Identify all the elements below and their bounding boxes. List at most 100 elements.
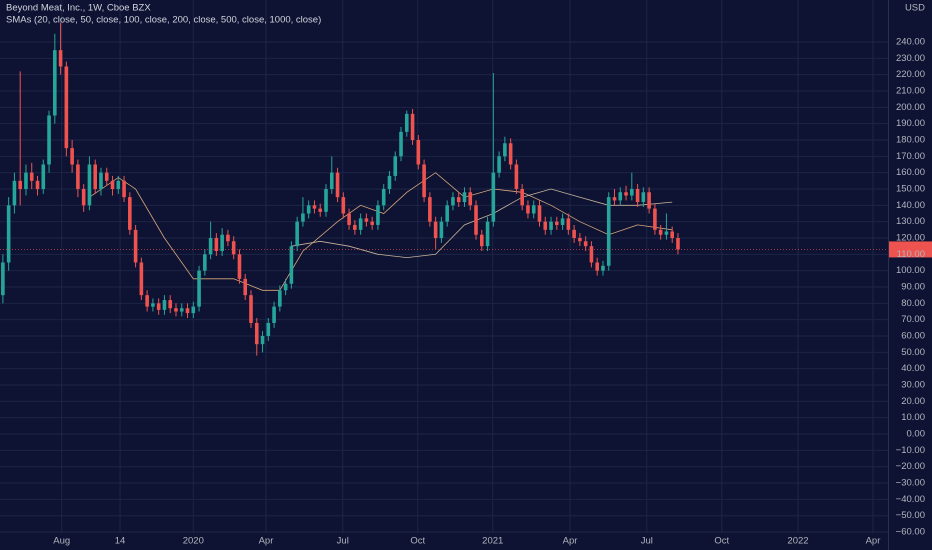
candle-body: [266, 322, 271, 337]
candle-body: [6, 205, 11, 263]
sma-line: [89, 172, 673, 291]
y-tick-label: −50.00: [896, 510, 925, 521]
candle-body: [583, 241, 588, 247]
y-tick-label: 70.00: [901, 314, 925, 325]
candle-body: [549, 221, 553, 230]
x-tick-label: Apr: [563, 536, 578, 547]
candle-body: [168, 300, 173, 309]
candle-body: [376, 205, 380, 225]
candle-body: [399, 131, 403, 157]
y-tick-label: 220.00: [896, 69, 925, 80]
candle-body: [87, 164, 92, 206]
candle-body: [191, 306, 196, 314]
candle-body: [203, 254, 207, 271]
y-tick-label: 140.00: [896, 200, 925, 211]
candle-body: [214, 238, 219, 252]
candle-body: [497, 156, 501, 173]
candle-body: [185, 308, 190, 314]
candle-body: [393, 156, 398, 176]
candle-body: [514, 164, 519, 189]
x-tick-label: Oct: [410, 536, 425, 547]
candle-body: [353, 224, 357, 230]
candle-body: [589, 246, 594, 263]
candle-body: [647, 192, 651, 209]
x-tick-label: Apr: [866, 536, 881, 547]
candle-body: [439, 221, 444, 239]
candle-body: [128, 197, 132, 230]
candle-body: [47, 115, 51, 165]
x-tick-label: 14: [115, 536, 126, 547]
y-tick-label: 130.00: [896, 216, 925, 227]
candle-body: [324, 188, 328, 212]
candle-body: [451, 197, 455, 206]
y-tick-label: 20.00: [901, 396, 925, 407]
candle-body: [381, 188, 386, 206]
candle-body: [318, 208, 323, 212]
x-tick-label: Jul: [337, 536, 349, 547]
y-tick-label: 120.00: [896, 233, 925, 244]
candle-body: [110, 180, 115, 189]
candle-body: [1, 262, 5, 296]
candle-body: [18, 180, 22, 189]
candle-body: [278, 290, 282, 307]
candle-body: [428, 197, 432, 222]
candle-body: [474, 205, 478, 235]
candle-body: [370, 221, 374, 225]
candle-body: [179, 308, 184, 312]
candle-body: [197, 270, 201, 307]
candle-body: [81, 188, 86, 206]
y-tick-label: 190.00: [896, 118, 925, 129]
candle-body: [618, 192, 623, 201]
y-tick-label: −10.00: [896, 445, 925, 456]
y-tick-label: 110.00: [897, 249, 925, 260]
candle-body: [70, 148, 74, 165]
candle-body: [243, 278, 248, 296]
candle-body: [116, 180, 121, 189]
candle-body: [462, 192, 467, 203]
candle-body: [485, 221, 490, 247]
candle-body: [658, 229, 663, 235]
y-tick-label: 50.00: [901, 347, 925, 358]
candle-body: [237, 254, 242, 279]
y-tick-label: −60.00: [896, 527, 925, 538]
candle-body: [24, 172, 28, 189]
candle-body: [543, 221, 548, 230]
candle-body: [630, 188, 634, 196]
candle-body: [329, 172, 334, 189]
candle-body: [341, 197, 346, 214]
candle-body: [520, 188, 524, 206]
y-tick-label: −40.00: [896, 494, 925, 505]
candle-body: [612, 197, 617, 201]
candle-body: [174, 308, 178, 312]
candle-body: [208, 238, 213, 255]
candle-body: [526, 205, 530, 214]
chart-title: Beyond Meat, Inc., 1W, Cboe BZX: [6, 3, 151, 14]
candle-body: [491, 172, 496, 222]
y-tick-label: 180.00: [896, 135, 925, 146]
candle-body: [508, 143, 513, 165]
candle-body: [226, 234, 230, 242]
sma-line: [291, 188, 673, 259]
candle-body: [445, 205, 449, 222]
candle-body: [641, 192, 646, 203]
y-tick-label: 0.00: [907, 429, 926, 440]
x-tick-label: Jul: [641, 536, 653, 547]
x-tick-label: 2022: [787, 536, 808, 547]
candle-body: [220, 234, 224, 252]
candle-body: [624, 192, 628, 196]
candle-body: [122, 180, 126, 198]
y-tick-label: −20.00: [896, 461, 925, 472]
x-tick-label: Aug: [53, 536, 70, 547]
candle-body: [555, 221, 559, 225]
y-tick-label: 150.00: [896, 184, 925, 195]
candle-body: [254, 322, 259, 345]
x-tick-label: 2020: [183, 536, 204, 547]
candle-body: [601, 265, 605, 271]
candle-body: [151, 303, 155, 307]
candle-body: [53, 50, 57, 116]
y-tick-label: 60.00: [901, 331, 925, 342]
candle-body: [537, 205, 542, 222]
candle-body: [145, 295, 149, 307]
x-tick-label: Oct: [714, 536, 729, 547]
